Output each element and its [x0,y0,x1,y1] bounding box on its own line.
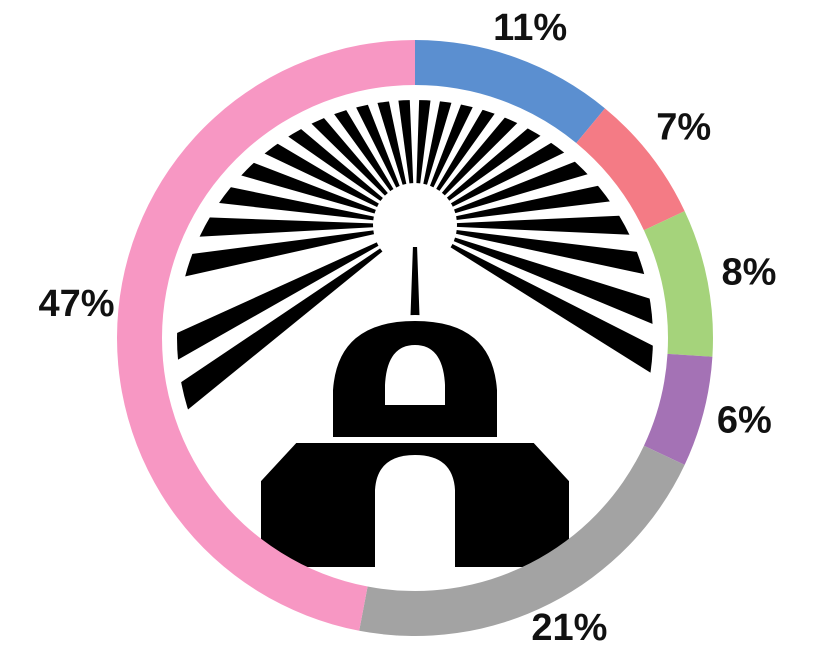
emblem-building [255,243,575,575]
ray [177,100,415,225]
data-label: 7% [656,107,711,149]
ray [415,100,653,225]
ray [415,100,653,225]
ray [177,100,415,225]
donut-segment [576,108,685,231]
donut-segment [415,40,605,144]
ray [177,209,415,248]
ray [415,225,653,387]
ray [291,100,415,225]
donut-segment [359,445,685,636]
data-label: 21% [531,607,607,649]
ray [177,225,415,317]
ray [177,100,415,225]
ray [415,100,653,225]
ray [415,205,653,245]
data-label: 8% [722,251,777,293]
data-label: 6% [717,400,772,442]
ray [177,225,415,433]
ray [415,100,535,225]
donut-segment [643,211,713,357]
ray [415,225,653,314]
ray [415,100,467,225]
donut-segment [117,40,415,631]
data-label: 11% [493,7,567,49]
data-label: 47% [38,283,114,325]
ray [226,100,415,225]
emblem-rays [177,100,653,490]
ray [415,100,600,225]
ray [415,225,653,449]
ray [359,100,415,225]
emblem-hub [373,183,457,267]
ray [177,225,415,490]
donut-segment [643,353,713,465]
